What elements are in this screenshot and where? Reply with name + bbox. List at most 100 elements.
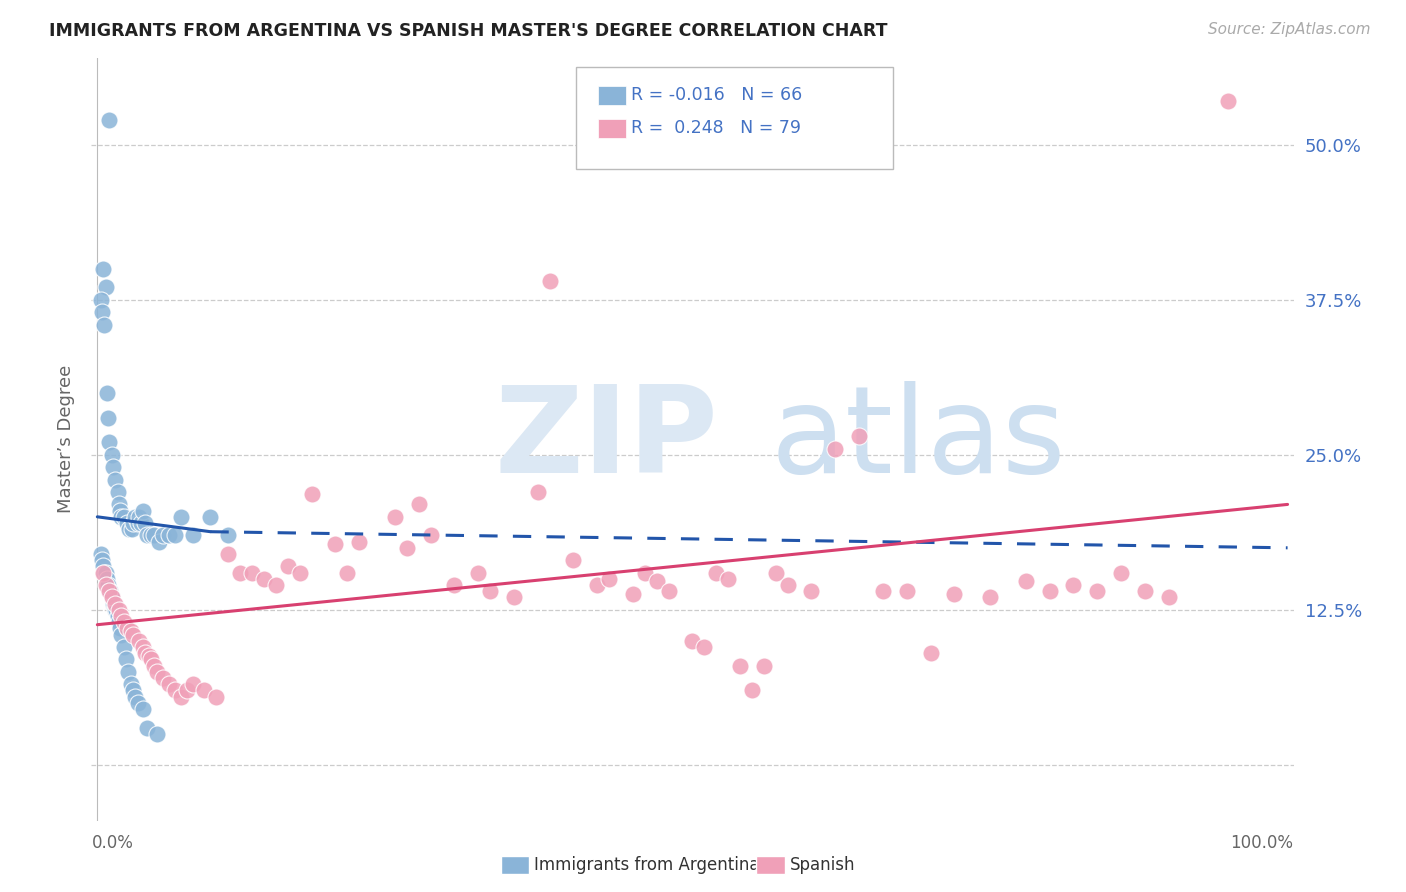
Point [301,487,323,501]
Point [101,597,124,611]
Point [117,665,139,679]
Point [503,591,526,605]
Point [115,516,138,530]
Point [169,509,191,524]
Point [94,280,117,294]
Point [658,584,681,599]
Point [920,646,942,660]
Point [800,584,823,599]
Point [98,435,121,450]
Point [325,537,347,551]
Point [104,597,127,611]
Point [131,516,153,530]
Point [107,497,129,511]
Point [127,696,149,710]
Point [148,534,170,549]
Point [110,509,132,524]
Point [1133,584,1156,599]
Point [152,528,174,542]
Text: ZIP: ZIP [494,381,718,498]
Point [110,627,132,641]
Point [98,113,121,128]
Point [108,622,131,636]
Point [598,572,620,586]
Point [93,566,115,580]
Point [128,633,150,648]
Point [115,622,138,636]
Point [205,690,228,704]
Point [229,566,252,580]
Point [717,572,740,586]
Point [131,702,153,716]
Point [776,578,799,592]
Text: R =  0.248   N = 79: R = 0.248 N = 79 [631,119,801,136]
Y-axis label: Master’s Degree: Master’s Degree [58,365,76,514]
Point [91,261,114,276]
Point [118,522,141,536]
Point [1085,584,1108,599]
Point [181,528,204,542]
Point [1062,578,1084,592]
Text: Immigrants from Argentina: Immigrants from Argentina [534,856,759,874]
Point [122,683,145,698]
Point [96,385,118,400]
Point [443,578,465,592]
Point [741,683,763,698]
Text: 100.0%: 100.0% [1230,834,1294,852]
Point [526,485,548,500]
Point [90,547,112,561]
Point [112,640,135,654]
Point [105,603,128,617]
Point [824,442,846,456]
Point [107,615,129,630]
Point [98,584,121,599]
Point [131,640,153,654]
Point [1157,591,1180,605]
Text: 0.0%: 0.0% [91,834,134,852]
Point [288,566,311,580]
Point [193,683,215,698]
Point [136,528,159,542]
Point [121,522,143,536]
Point [157,677,180,691]
Point [163,528,186,542]
Point [103,597,125,611]
Text: atlas: atlas [770,381,1066,498]
Point [91,566,114,580]
Point [112,509,135,524]
Point [138,648,160,663]
Point [100,584,122,599]
Point [682,633,704,648]
Point [98,584,121,599]
Point [94,566,117,580]
Point [752,658,775,673]
Point [107,485,129,500]
Point [115,652,138,666]
Point [104,473,127,487]
Point [91,553,114,567]
Text: Source: ZipAtlas.com: Source: ZipAtlas.com [1208,22,1371,37]
Point [943,587,966,601]
Point [136,721,159,735]
Point [1109,566,1132,580]
Point [240,566,263,580]
Point [384,509,406,524]
Point [176,683,198,698]
Point [1015,574,1038,589]
Point [127,516,149,530]
Point [896,584,918,599]
Point [765,566,787,580]
Point [479,584,502,599]
Point [336,566,359,580]
Point [217,528,239,542]
Point [128,509,150,524]
Point [124,509,146,524]
Point [143,528,166,542]
Point [347,534,370,549]
Point [112,615,135,630]
Point [134,646,156,660]
Point [97,578,120,592]
Point [586,578,609,592]
Point [538,274,561,288]
Point [163,683,186,698]
